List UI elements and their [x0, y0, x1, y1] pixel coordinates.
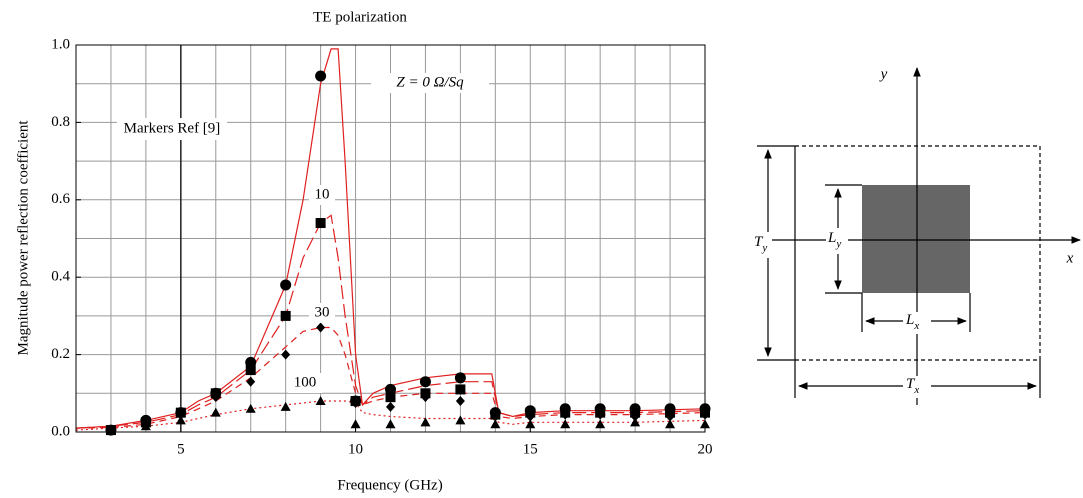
marker-triangle: [350, 419, 361, 429]
marker-circle: [419, 376, 431, 388]
label-bg: [903, 376, 931, 398]
marker-diamond: [316, 322, 326, 333]
x-axis-label: Frequency (GHz): [337, 477, 442, 493]
y-axis-label: Magnitude power reflection coefficient: [15, 120, 31, 356]
main: T: [754, 234, 764, 250]
y-tick-label: 0.2: [51, 346, 70, 362]
marker-diamond: [176, 407, 186, 418]
series-label: Z = 0 Ω/Sq: [396, 74, 464, 90]
marker-diamond: [211, 392, 221, 403]
ty-label: Ty: [754, 234, 767, 253]
y-label: y: [879, 66, 888, 82]
marker-triangle: [210, 407, 221, 417]
marker-triangle: [315, 396, 326, 406]
marker-triangle: [630, 417, 641, 427]
label-bg: [903, 312, 931, 334]
marker-diamond: [630, 411, 640, 422]
marker-triangle: [245, 403, 256, 413]
marker-circle: [280, 279, 292, 291]
marker-diamond: [560, 409, 570, 420]
marker-diamond: [246, 376, 256, 387]
y-tick-label: 0.0: [51, 423, 70, 439]
marker-triangle: [595, 419, 606, 429]
label-bg: [288, 373, 322, 393]
y-tick-label: 0.6: [51, 191, 70, 207]
x-tick-label: 10: [348, 441, 363, 457]
sub: y: [761, 242, 767, 254]
patch: [862, 185, 970, 293]
unit-cell-diagram: [752, 67, 1081, 405]
marker-circle: [454, 372, 466, 384]
sub: x: [913, 384, 919, 396]
main: L: [905, 312, 914, 328]
marker-diamond: [351, 397, 361, 408]
label-bg: [309, 185, 335, 205]
marker-triangle: [525, 419, 536, 429]
marker-diamond: [420, 392, 430, 403]
x-label: x: [1066, 250, 1074, 266]
label-bg: [371, 73, 489, 93]
marker-square: [385, 392, 396, 403]
marker-diamond: [455, 396, 465, 407]
series-label: 10: [315, 186, 330, 202]
marker-triangle: [175, 415, 186, 425]
marker-square: [315, 218, 326, 229]
marker-diamond: [386, 401, 395, 412]
marker-circle: [315, 70, 327, 82]
plot-frame: [75, 44, 706, 433]
marker-diamond: [525, 411, 535, 422]
chart-title: TE polarization: [313, 9, 407, 25]
chart: TE polarization Frequency (GHz) Magnitud…: [15, 9, 712, 493]
marker-triangle: [140, 421, 151, 431]
y-tick-label: 0.8: [51, 114, 70, 130]
label-bg: [309, 303, 335, 323]
marker-triangle: [420, 417, 431, 427]
x-tick-label: 5: [177, 441, 185, 457]
tx-label: Tx: [906, 376, 919, 395]
marker-triangle: [280, 401, 291, 411]
annotation: Markers Ref [9]: [124, 120, 221, 136]
marker-square: [245, 365, 256, 376]
y-tick-label: 1.0: [51, 36, 70, 52]
line-series: [75, 48, 706, 429]
marker-square: [455, 384, 466, 395]
series-label: 30: [315, 304, 330, 320]
marker-triangle: [665, 419, 676, 429]
lx-label: Lx: [905, 312, 919, 331]
diagram-labels: y x Ty Ly Lx Tx: [754, 66, 1074, 395]
y-tick-label: 0.4: [51, 269, 70, 285]
main: T: [906, 376, 916, 392]
marker-triangle: [455, 415, 466, 425]
annotation-bg: [117, 118, 227, 140]
marker-triangle: [560, 419, 571, 429]
marker-triangle: [385, 419, 396, 429]
label-bg: [826, 228, 848, 254]
line-series: [75, 214, 706, 429]
marker-diamond: [595, 409, 605, 420]
sub: y: [835, 238, 841, 250]
sub: x: [913, 320, 919, 332]
label-bg: [752, 232, 772, 258]
ly-label: Ly: [827, 230, 841, 249]
x-tick-label: 20: [698, 441, 713, 457]
marker-diamond: [490, 411, 500, 422]
series-label: 100: [294, 374, 317, 390]
marker-triangle: [490, 419, 501, 429]
marker-diamond: [281, 349, 291, 360]
marker-diamond: [665, 411, 675, 422]
marker-square: [280, 310, 291, 321]
x-tick-label: 15: [523, 441, 538, 457]
main: L: [827, 230, 836, 246]
cell-boundary: [795, 145, 1041, 361]
